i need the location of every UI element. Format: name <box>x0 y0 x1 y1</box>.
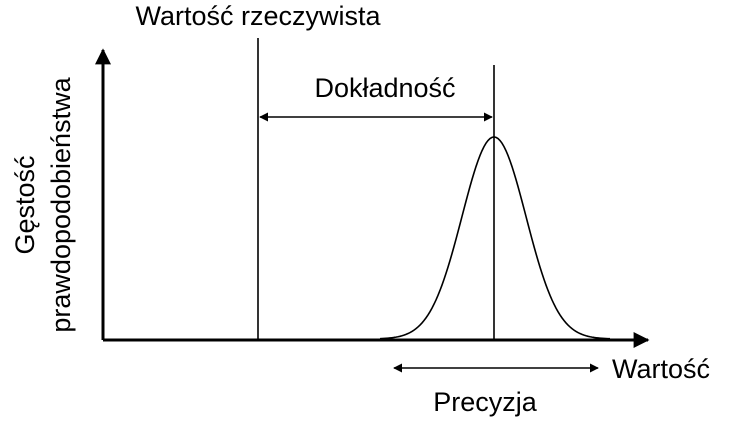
y-axis-label: Gęstość <box>10 155 40 254</box>
x-axis-label: Wartość <box>612 354 710 384</box>
distribution-curve <box>379 136 611 340</box>
true-value-label: Wartość rzeczywista <box>135 1 381 31</box>
precision-label: Precyzja <box>433 387 538 417</box>
accuracy-label: Dokładność <box>314 73 455 103</box>
y-axis-label: prawdopodobieństwa <box>46 76 76 332</box>
